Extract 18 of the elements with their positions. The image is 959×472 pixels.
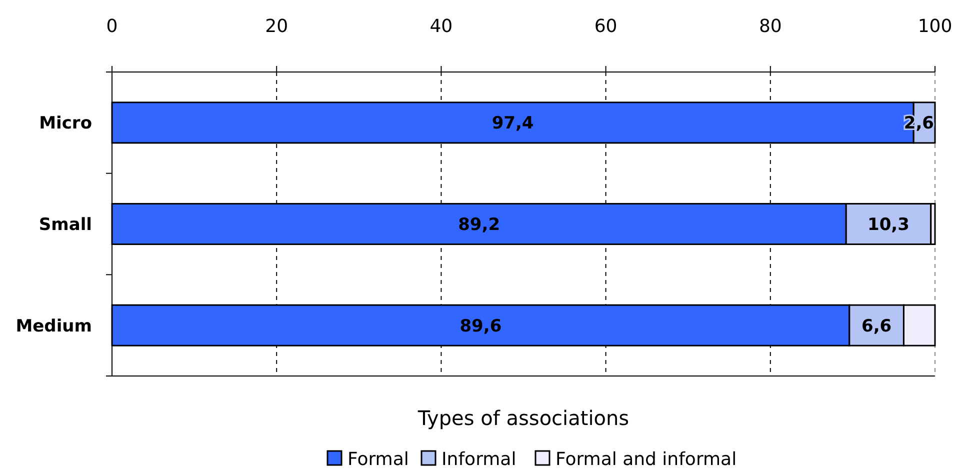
- y-tick-label: Micro: [39, 114, 92, 134]
- data-label: 6,6: [862, 316, 892, 336]
- x-tick-label: 40: [430, 16, 453, 37]
- y-tick-label: Medium: [16, 316, 92, 336]
- x-tick-label: 80: [758, 16, 782, 37]
- data-label: 97,4: [492, 114, 534, 134]
- legend-label: Informal: [442, 449, 516, 470]
- data-label: 10,3: [868, 215, 910, 235]
- x-tick-label: 20: [265, 16, 288, 37]
- data-label: 89,6: [460, 316, 502, 336]
- legend-label: Formal and informal: [556, 449, 737, 470]
- legend-label: Formal: [348, 449, 409, 470]
- x-tick-label: 60: [594, 16, 618, 37]
- y-tick-label: Small: [38, 215, 92, 235]
- x-tick-label: 0: [106, 16, 118, 37]
- x-tick-label: 100: [918, 16, 952, 37]
- legend-title: Types of associations: [416, 406, 630, 430]
- data-label: 89,2: [458, 215, 500, 235]
